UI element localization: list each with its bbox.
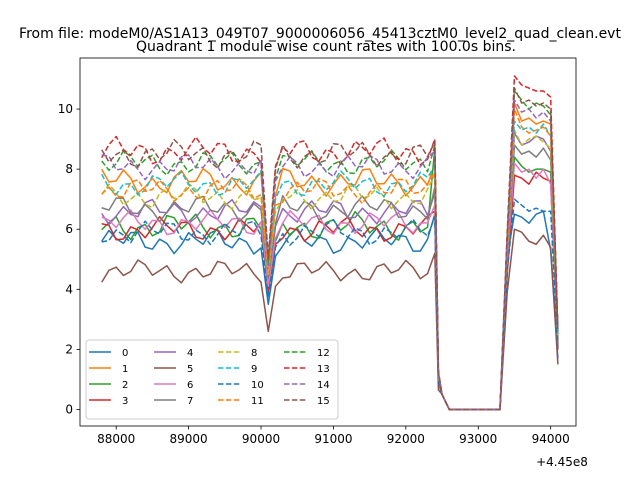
series-line-10 xyxy=(101,198,559,411)
legend-label-15: 15 xyxy=(317,396,330,407)
y-tick-label: 4 xyxy=(65,282,73,296)
legend-label-6: 6 xyxy=(187,380,193,391)
legend-label-12: 12 xyxy=(317,348,330,359)
x-tick-label: 88000 xyxy=(97,432,135,446)
legend-label-4: 4 xyxy=(187,348,193,359)
y-tick-label: 2 xyxy=(65,342,73,356)
legend-label-8: 8 xyxy=(251,348,257,359)
x-tick-label: 92000 xyxy=(387,432,425,446)
y-tick-label: 10 xyxy=(58,102,73,116)
chart-title: Quadrant 1 module wise count rates with … xyxy=(136,39,516,55)
chart-suptitle: From file: modeM0/AS1A13_049T07_90000060… xyxy=(19,26,621,42)
legend-label-3: 3 xyxy=(122,396,128,407)
legend-frame xyxy=(85,339,339,420)
legend-label-11: 11 xyxy=(251,396,264,407)
x-tick-label: 94000 xyxy=(532,432,570,446)
x-axis: 88000 89000 90000 91000 92000 93000 94000 xyxy=(97,426,570,446)
legend-label-14: 14 xyxy=(317,380,330,391)
x-offset-label: +4.45e8 xyxy=(536,455,588,469)
y-tick-label: 8 xyxy=(65,162,73,176)
y-tick-label: 6 xyxy=(65,222,73,236)
legend-label-9: 9 xyxy=(251,364,257,375)
series-line-15 xyxy=(101,87,559,411)
x-tick-label: 91000 xyxy=(314,432,352,446)
plot-frame xyxy=(79,57,577,427)
x-tick-label: 93000 xyxy=(459,432,497,446)
x-tick-label: 90000 xyxy=(242,432,280,446)
legend-label-7: 7 xyxy=(187,396,193,407)
legend-label-1: 1 xyxy=(122,364,128,375)
legend-label-10: 10 xyxy=(251,380,264,391)
y-tick-label: 0 xyxy=(65,402,73,416)
series-layer xyxy=(101,75,559,411)
y-axis: 0 2 4 6 8 10 xyxy=(58,102,80,416)
legend-label-13: 13 xyxy=(317,364,330,375)
x-tick-label: 89000 xyxy=(170,432,208,446)
legend-label-2: 2 xyxy=(122,380,128,391)
legend-label-0: 0 xyxy=(122,348,128,359)
legend-label-5: 5 xyxy=(187,364,193,375)
